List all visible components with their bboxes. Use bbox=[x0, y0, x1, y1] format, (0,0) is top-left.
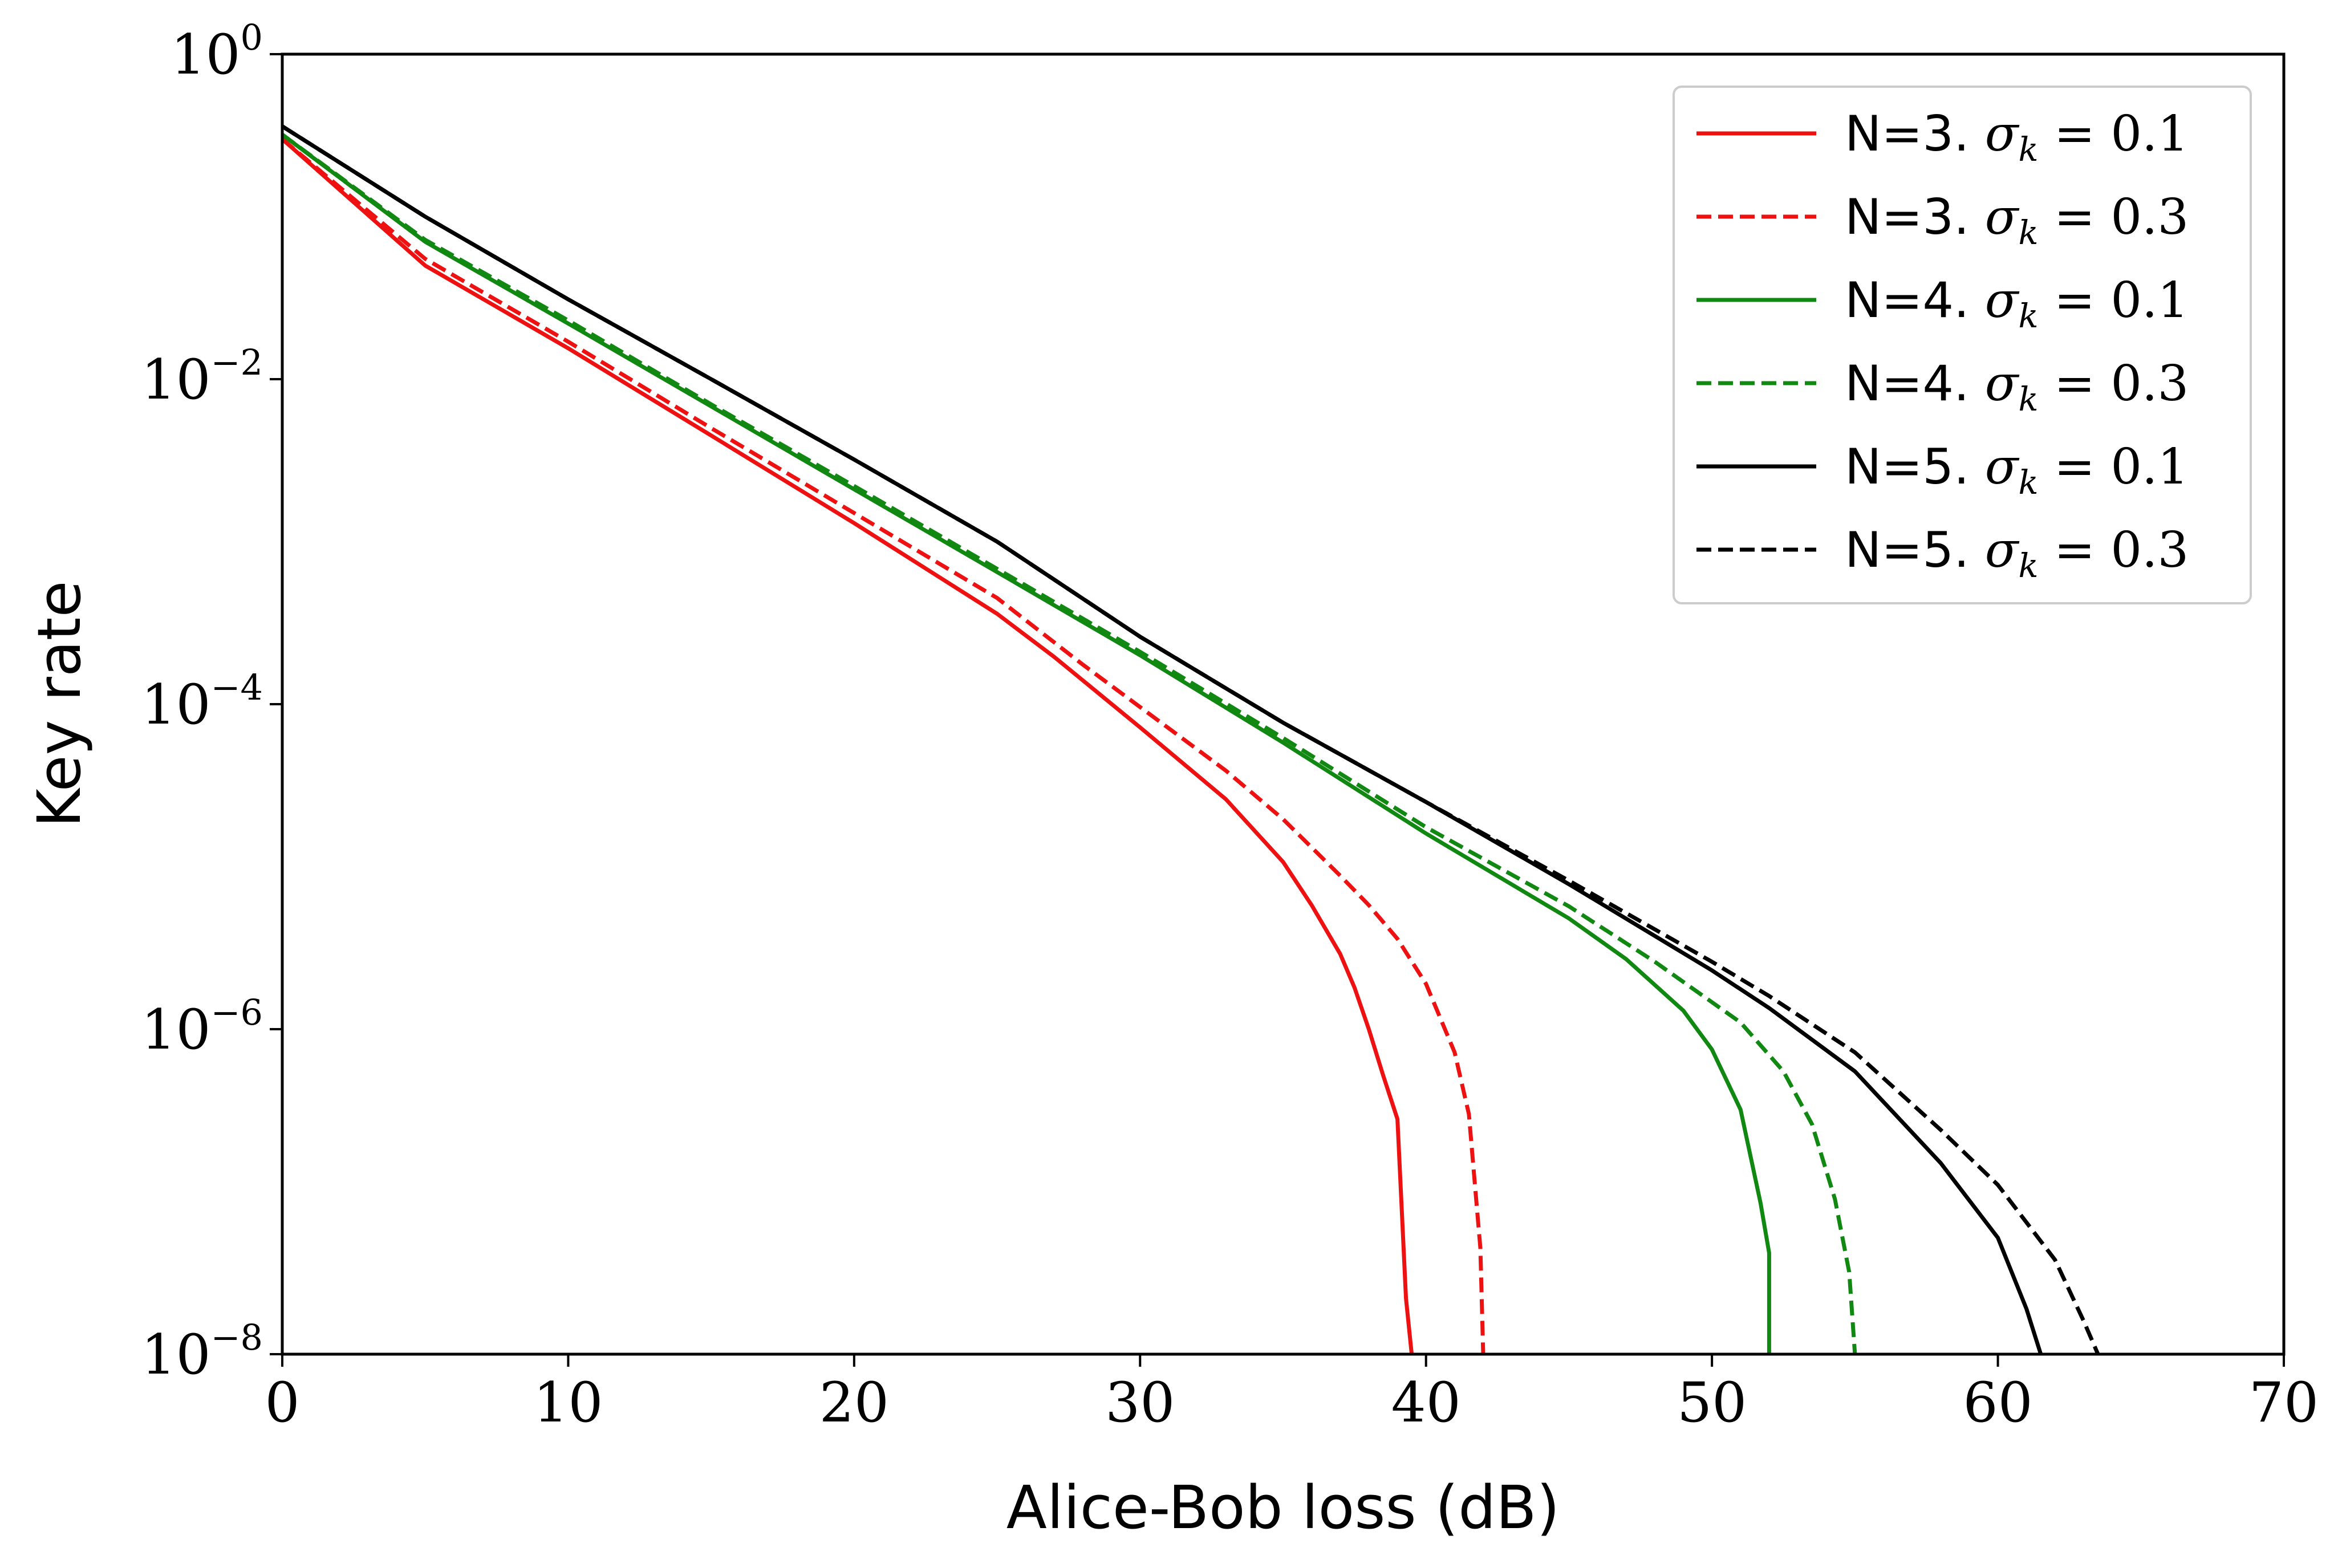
legend-box bbox=[1673, 86, 2252, 604]
legend-label: N=5. σk = 0.1 bbox=[1845, 438, 2189, 502]
legend-item: N=4. σk = 0.1 bbox=[1696, 272, 2189, 335]
y-axis-ticks: 100 10−2 10−4 10−6 10−8 bbox=[141, 17, 282, 1387]
y-tick-label: 10−4 bbox=[141, 667, 263, 737]
x-tick-label: 0 bbox=[265, 1371, 299, 1435]
legend-label: N=5. σk = 0.3 bbox=[1845, 522, 2189, 585]
x-tick-label: 40 bbox=[1391, 1371, 1461, 1435]
x-axis-ticks: 0 10 20 30 40 50 60 70 bbox=[265, 1354, 2319, 1435]
x-tick-label: 30 bbox=[1105, 1371, 1175, 1435]
y-tick-label: 10−8 bbox=[141, 1317, 263, 1387]
y-tick-label: 100 bbox=[171, 17, 263, 87]
legend-label: N=4. σk = 0.3 bbox=[1845, 355, 2189, 419]
legend-label: N=3. σk = 0.3 bbox=[1845, 189, 2189, 252]
legend-item: N=5. σk = 0.3 bbox=[1696, 522, 2189, 585]
x-tick-label: 20 bbox=[819, 1371, 889, 1435]
legend-item: N=4. σk = 0.3 bbox=[1696, 355, 2189, 419]
legend: N=3. σk = 0.1 N=3. σk = 0.3 N=4. σk = 0.1 N… bbox=[1673, 86, 2252, 604]
series-line-2 bbox=[281, 137, 1485, 1355]
legend-label: N=3. σk = 0.1 bbox=[1845, 105, 2189, 169]
y-axis-title: Key rate bbox=[25, 581, 94, 828]
series-layer bbox=[281, 124, 2100, 1355]
legend-item: N=5. σk = 0.1 bbox=[1696, 438, 2189, 502]
x-tick-label: 50 bbox=[1677, 1371, 1747, 1435]
x-tick-label: 10 bbox=[533, 1371, 603, 1435]
legend-item: N=3. σk = 0.1 bbox=[1696, 105, 2189, 169]
x-tick-label: 60 bbox=[1963, 1371, 2032, 1435]
y-tick-label: 10−6 bbox=[141, 992, 263, 1062]
series-line-1 bbox=[281, 137, 1414, 1355]
x-axis-title: Alice-Bob loss (dB) bbox=[1006, 1473, 1560, 1542]
series-line-6 bbox=[281, 124, 2100, 1355]
legend-item: N=3. σk = 0.3 bbox=[1696, 189, 2189, 252]
x-tick-label: 70 bbox=[2249, 1371, 2319, 1435]
y-tick-label: 10−2 bbox=[141, 342, 263, 412]
series-line-3 bbox=[281, 133, 1771, 1354]
legend-label: N=4. σk = 0.1 bbox=[1845, 272, 2189, 335]
